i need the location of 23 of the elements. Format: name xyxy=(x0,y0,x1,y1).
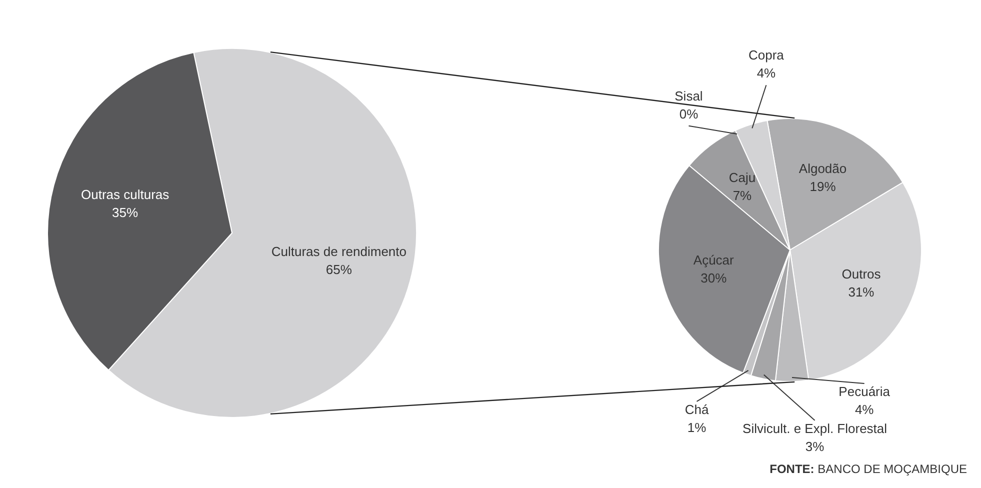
slice-label: Silvicult. e Expl. Florestal xyxy=(742,420,888,436)
slice-label: Outras culturas xyxy=(80,186,170,202)
slice-label: Caju xyxy=(728,170,756,185)
data-label: 30% xyxy=(700,270,728,286)
slice-label: Pecuária xyxy=(838,384,891,400)
data-label: 19% xyxy=(810,178,836,194)
source-note: FONTE: BANCO DE MOÇAMBIQUE xyxy=(770,462,967,476)
text: 0% xyxy=(679,106,698,122)
slice-label: Algodão xyxy=(798,160,847,176)
slice-label: Culturas de rendimento xyxy=(271,244,406,260)
slice-label: Chá xyxy=(684,402,710,417)
category-label: Sisal xyxy=(674,88,703,104)
data-label: 1% xyxy=(687,420,707,435)
data-label: 35% xyxy=(112,204,139,220)
data-label: 7% xyxy=(732,188,752,203)
data-label: 4% xyxy=(854,402,874,418)
slice-label: Outros xyxy=(842,266,882,282)
slice-label: Açúcar xyxy=(693,252,735,268)
data-label: 31% xyxy=(848,284,875,300)
data-label: 65% xyxy=(326,262,352,278)
data-label: 4% xyxy=(756,66,776,81)
slice-label: Copra xyxy=(748,48,785,63)
data-label: 3% xyxy=(805,438,825,454)
